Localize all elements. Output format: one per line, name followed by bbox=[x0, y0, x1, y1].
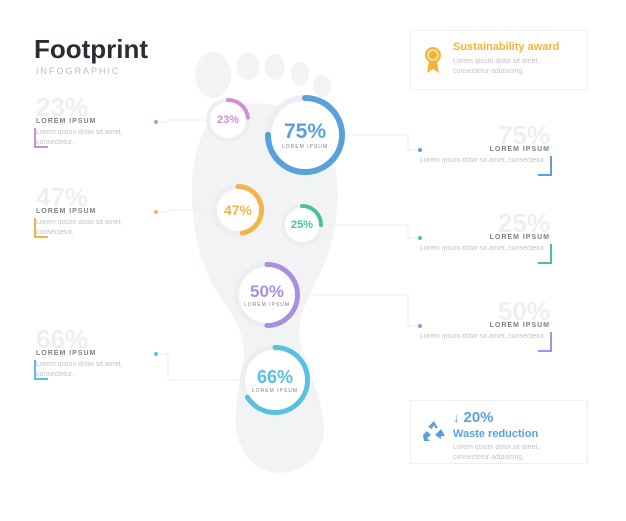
callout-c75: 75%LOREM IPSUMLorem ipsum dolor sit amet… bbox=[420, 124, 550, 182]
callout-body: Lorem ipsum dolor sit amet, consectetur. bbox=[420, 332, 550, 342]
ring-r66: 66%LOREM IPSUM bbox=[240, 345, 310, 415]
ring-r23: 23% bbox=[206, 98, 250, 142]
callout-heading: LOREM IPSUM bbox=[36, 118, 96, 125]
ring-r25: 25% bbox=[281, 204, 323, 246]
award-title: Sustainability award bbox=[453, 41, 577, 53]
callout-body: Lorem ipsum dolor sit amet, consectetur. bbox=[420, 244, 550, 254]
ring-pct: 23% bbox=[217, 114, 239, 126]
callout-body: Lorem ipsum dolor sit amet, consectetur. bbox=[36, 128, 156, 148]
callout-heading: LOREM IPSUM bbox=[36, 208, 96, 215]
page-title: Footprint bbox=[34, 34, 148, 65]
callout-c50: 50%LOREM IPSUMLorem ipsum dolor sit amet… bbox=[420, 300, 550, 358]
callout-c47: 47%LOREM IPSUMLorem ipsum dolor sit amet… bbox=[36, 186, 156, 244]
callout-heading: LOREM IPSUM bbox=[490, 146, 550, 153]
callout-body: Lorem ipsum dolor sit amet, consectetur. bbox=[36, 218, 156, 238]
ring-sub: LOREM IPSUM bbox=[282, 144, 328, 150]
ring-r47: 47% bbox=[212, 184, 264, 236]
ring-r75: 75%LOREM IPSUM bbox=[265, 95, 345, 175]
waste-title: Waste reduction bbox=[453, 428, 577, 440]
waste-body: Lorem ipsum dolor sit amet, consectetur … bbox=[453, 443, 577, 463]
callout-c23: 23%LOREM IPSUMLorem ipsum dolor sit amet… bbox=[36, 96, 156, 154]
ring-pct: 75% bbox=[284, 120, 326, 144]
waste-pct: 20% bbox=[464, 409, 494, 426]
ring-sub: LOREM IPSUM bbox=[252, 388, 298, 394]
down-arrow-icon: ↓ bbox=[453, 410, 460, 425]
waste-card: ↓ 20% Waste reduction Lorem ipsum dolor … bbox=[410, 400, 588, 464]
ring-sub: LOREM IPSUM bbox=[244, 302, 290, 308]
award-card: Sustainability award Lorem ipsum dolor s… bbox=[410, 30, 588, 90]
ring-pct: 50% bbox=[250, 282, 284, 302]
recycle-icon bbox=[421, 419, 447, 445]
callout-heading: LOREM IPSUM bbox=[490, 234, 550, 241]
ring-pct: 47% bbox=[224, 202, 252, 218]
callout-body: Lorem ipsum dolor sit amet, consectetur. bbox=[36, 360, 156, 380]
callout-heading: LOREM IPSUM bbox=[490, 322, 550, 329]
waste-pct-row: ↓ 20% bbox=[453, 409, 577, 426]
ring-pct: 66% bbox=[257, 367, 293, 388]
callout-body: Lorem ipsum dolor sit amet, consectetur. bbox=[420, 156, 550, 166]
ring-r50: 50%LOREM IPSUM bbox=[234, 262, 300, 328]
ring-pct: 25% bbox=[291, 219, 313, 231]
callout-c66: 66%LOREM IPSUMLorem ipsum dolor sit amet… bbox=[36, 328, 156, 386]
callout-c25: 25%LOREM IPSUMLorem ipsum dolor sit amet… bbox=[420, 212, 550, 270]
callout-heading: LOREM IPSUM bbox=[36, 350, 96, 357]
page-subtitle: INFOGRAPHIC bbox=[36, 66, 121, 76]
infographic-canvas: Footprint INFOGRAPHIC Sustainability awa… bbox=[0, 0, 626, 521]
medal-icon bbox=[421, 45, 445, 77]
award-body: Lorem ipsum dolor sit amet, consectetur … bbox=[453, 57, 577, 77]
